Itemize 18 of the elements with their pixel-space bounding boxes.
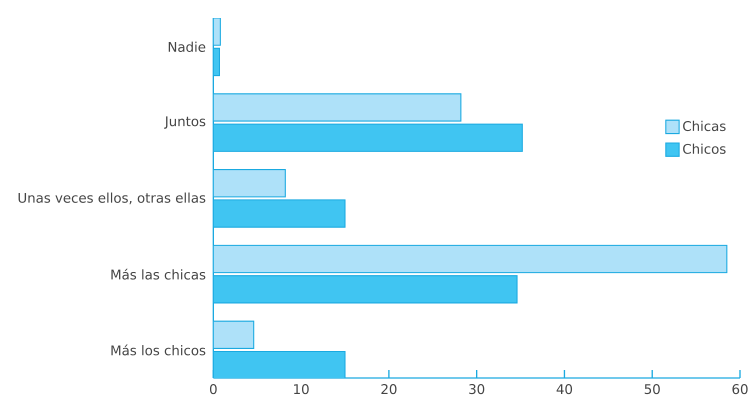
legend-label: Chicas [683,120,726,132]
x-tick-label: 20 [381,384,396,394]
x-tick-label: 40 [556,384,572,394]
y-tick-label: Más los chicos [111,344,206,356]
y-tick-label: Juntos [164,116,206,129]
y-tick-label: Nadie [168,42,206,52]
x-tick-label: 50 [644,384,660,394]
x-tick-label: 0 [210,384,217,394]
x-tick-label: 30 [469,384,484,394]
bar [213,275,518,304]
bar [213,350,346,378]
y-tick-label: Más las chicas [111,268,206,280]
x-tick-label: 60 [732,384,748,394]
bar [213,124,523,152]
y-tick-label: Unas veces ellos, otras ellas [18,192,206,204]
legend-label: Chicos [683,144,726,154]
x-tick-label: 10 [294,384,309,394]
bar [213,199,346,228]
